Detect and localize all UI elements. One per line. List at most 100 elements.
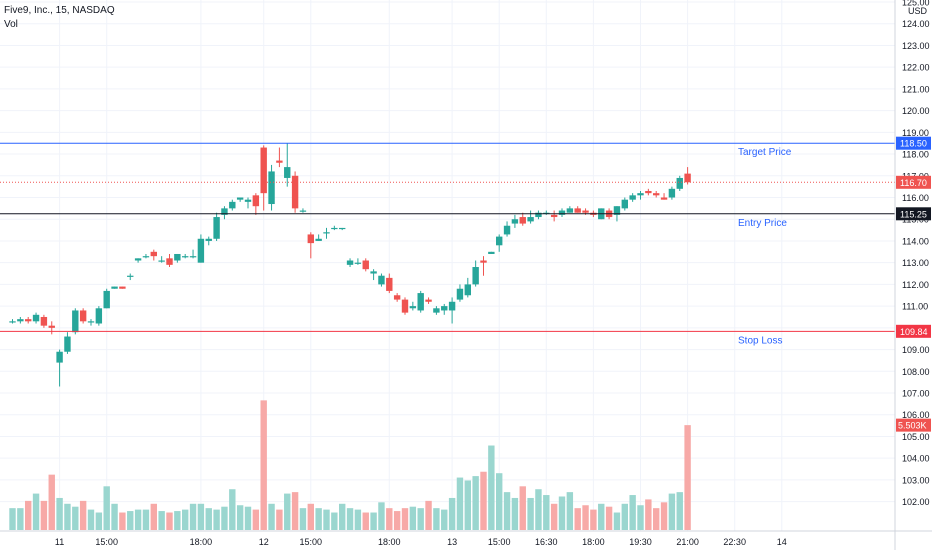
volume-bar xyxy=(158,511,165,530)
volume-bar xyxy=(535,489,542,530)
level-price-badge xyxy=(896,324,931,338)
volume-bar xyxy=(401,508,409,530)
time-axis[interactable]: 11 15:00 18:00 12 15:00 18:00 13 15:00 16:30 18:0… xyxy=(0,530,932,547)
time-tick-label: 14 xyxy=(777,537,787,547)
candle-body xyxy=(684,173,691,183)
volume-bar xyxy=(511,497,519,530)
candle-body xyxy=(550,214,558,218)
volume-bar xyxy=(676,492,683,530)
volume-bar xyxy=(174,511,181,530)
volume-bar xyxy=(307,503,314,530)
volume-bar xyxy=(543,495,550,530)
volume-bar xyxy=(276,509,283,530)
volume-bar xyxy=(9,508,16,530)
candle-body xyxy=(64,336,71,352)
price-tick-label: 105.00 xyxy=(902,432,930,442)
volume-bar xyxy=(433,508,440,530)
volume-bar xyxy=(448,497,456,530)
candle-body xyxy=(119,286,126,289)
volume-bar xyxy=(284,493,291,530)
candle-body xyxy=(48,325,55,328)
candle-body xyxy=(425,299,432,302)
level-price-badge xyxy=(896,207,931,221)
candle-body xyxy=(32,314,40,322)
candle-body xyxy=(480,260,487,263)
candle-body xyxy=(291,175,299,209)
price-tick-label: 114.00 xyxy=(902,236,929,246)
volume-bar xyxy=(417,508,424,530)
volume-bar xyxy=(197,503,205,530)
candle-body xyxy=(339,227,346,230)
volume-bar xyxy=(441,509,448,530)
level-price-label: 115.25 xyxy=(900,209,927,219)
candle-body xyxy=(441,306,448,311)
candle-body xyxy=(95,308,103,324)
level-price-label: 118.50 xyxy=(900,139,927,149)
candle-body xyxy=(653,193,660,196)
current-volume-label: 5.503K xyxy=(898,421,927,431)
volume-bar xyxy=(409,506,417,530)
volume-bar xyxy=(480,471,487,530)
volume-bar xyxy=(550,503,558,530)
volume-bar xyxy=(205,508,212,530)
symbol-title: Five9, Inc., 15, NASDAQ xyxy=(4,5,115,16)
volume-bar xyxy=(79,500,87,530)
time-tick-label: 22:30 xyxy=(723,537,746,547)
candle-body xyxy=(456,288,464,300)
candle-body xyxy=(660,197,668,200)
candle-body xyxy=(378,275,385,285)
time-tick-label: 15:00 xyxy=(95,537,118,547)
candle-body xyxy=(464,284,471,296)
candle-body xyxy=(127,275,134,277)
candle-body xyxy=(260,147,267,194)
volume-bar xyxy=(590,509,597,530)
price-levels[interactable]: Target Price Entry Price Stop Loss xyxy=(0,142,895,346)
volume-bar xyxy=(598,503,605,530)
volume-bar xyxy=(213,509,220,530)
candle-body xyxy=(393,295,401,300)
volume-bar xyxy=(464,480,471,530)
price-tick-label: 111.00 xyxy=(902,302,928,312)
time-tick-label: 21:00 xyxy=(676,537,699,547)
volume-bar xyxy=(370,512,377,530)
candle-body xyxy=(236,197,244,200)
current-price-label: 116.70 xyxy=(900,178,927,188)
price-tick-label: 108.00 xyxy=(902,367,930,377)
time-tick-label: 15:00 xyxy=(488,537,511,547)
time-tick-label: 19:30 xyxy=(629,537,652,547)
volume-bar xyxy=(582,505,589,530)
candle-body xyxy=(621,199,628,209)
volume-bar xyxy=(668,493,676,530)
price-tick-label: 102.00 xyxy=(902,497,930,507)
volume-bar xyxy=(346,508,354,530)
volume-bar xyxy=(496,473,503,530)
candle-body xyxy=(111,286,118,289)
volume-bar xyxy=(17,508,24,530)
candle-body xyxy=(558,210,566,215)
volume-bars xyxy=(9,400,691,530)
price-axis[interactable]: 125.00 124.00 123.00 122.00 121.00 120.00 119.… xyxy=(894,0,931,550)
candle-body xyxy=(566,208,574,213)
volume-bar xyxy=(166,512,173,530)
candle-body xyxy=(182,256,189,258)
candle-body xyxy=(676,177,683,189)
price-tick-label: 116.00 xyxy=(902,193,929,203)
candle-body xyxy=(386,277,393,291)
candle-body xyxy=(307,234,314,244)
candle-body xyxy=(315,238,322,241)
chart-grid xyxy=(0,0,895,531)
volume-bar xyxy=(221,506,228,530)
volume-bar xyxy=(613,512,621,530)
candle-body xyxy=(150,251,157,257)
candle-body xyxy=(40,316,48,326)
candle-body xyxy=(299,210,307,212)
volume-bar xyxy=(87,509,95,530)
candle-body xyxy=(582,210,589,213)
volume-bar xyxy=(134,509,142,530)
candle-body xyxy=(213,217,220,239)
volume-bar xyxy=(425,500,432,530)
candle-body xyxy=(409,306,417,309)
volume-bar xyxy=(32,493,40,530)
volume-bar xyxy=(150,503,157,530)
